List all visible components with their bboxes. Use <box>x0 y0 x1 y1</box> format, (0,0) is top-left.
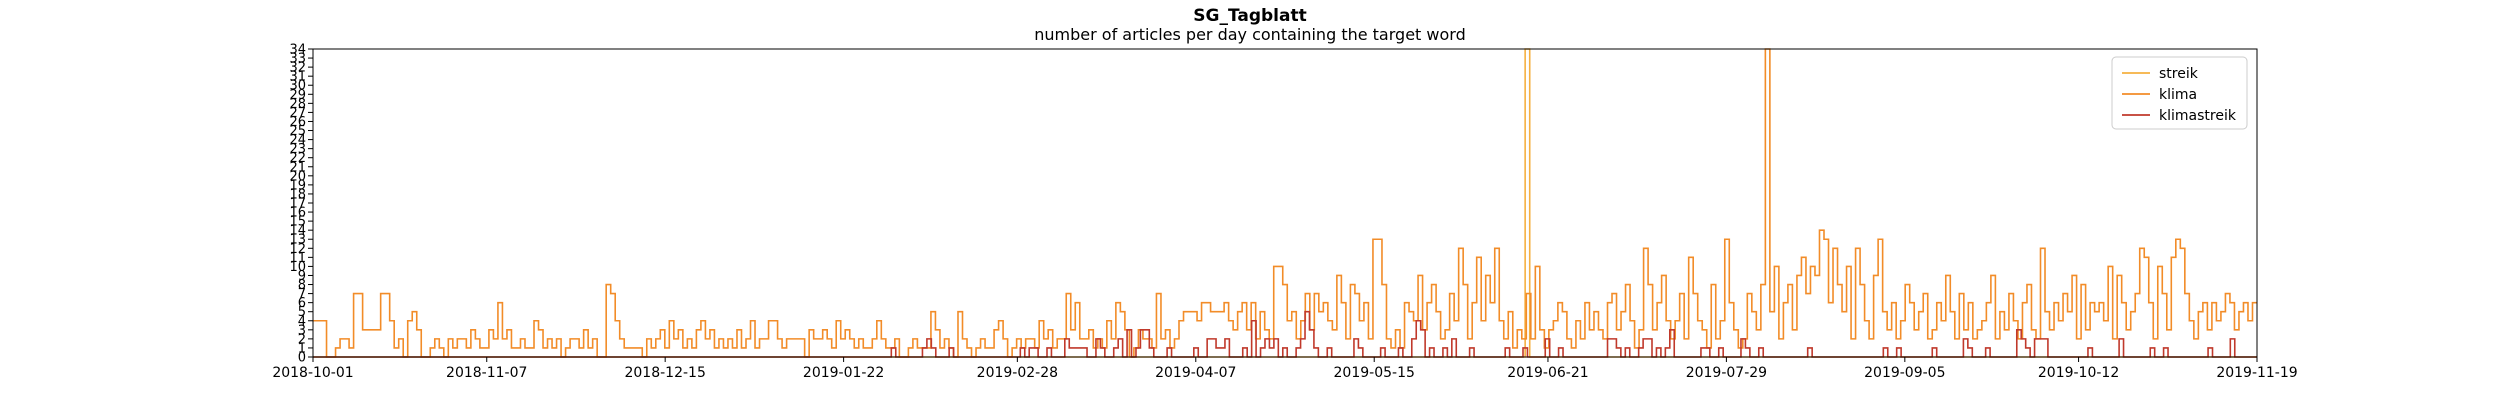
y-tick-label: 32 <box>289 61 306 76</box>
y-tick-label: 15 <box>289 215 306 230</box>
y-tick-label: 8 <box>298 278 306 293</box>
x-tick-label: 2019-06-21 <box>1507 365 1588 381</box>
y-tick-label: 34 <box>289 43 306 58</box>
y-tick-label: 6 <box>298 296 306 311</box>
y-tick-label: 16 <box>289 206 306 221</box>
y-tick-label: 18 <box>289 187 306 202</box>
y-tick-label: 3 <box>298 323 306 338</box>
legend-label-klima: klima <box>2159 87 2197 103</box>
y-tick-label: 28 <box>289 97 306 112</box>
x-tick-label: 2018-10-01 <box>272 365 353 381</box>
y-tick-label: 19 <box>289 178 306 193</box>
legend-label-klimastreik: klimastreik <box>2159 108 2237 124</box>
y-tick-label: 27 <box>289 106 306 121</box>
x-tick-label: 2019-05-15 <box>1334 365 1415 381</box>
chart-subtitle: number of articles per day containing th… <box>1034 25 1465 44</box>
y-tick-label: 25 <box>289 124 306 139</box>
y-tick-label: 1 <box>298 341 306 356</box>
series-line-klima <box>313 48 2257 358</box>
y-tick-label: 11 <box>289 251 306 266</box>
y-tick-label: 0 <box>298 351 306 366</box>
y-tick-label: 21 <box>289 160 306 175</box>
plot-background <box>313 49 2257 357</box>
x-tick-label: 2019-01-22 <box>803 365 884 381</box>
y-tick-label: 2 <box>298 332 306 347</box>
x-tick-label: 2019-07-29 <box>1686 365 1767 381</box>
y-tick-label: 30 <box>289 79 306 94</box>
x-tick-label: 2019-09-05 <box>1864 365 1945 381</box>
x-tick-label: 2019-11-19 <box>2216 365 2297 381</box>
plot-area <box>313 49 2257 357</box>
y-tick-label: 26 <box>289 115 306 130</box>
y-tick-label: 22 <box>289 151 306 166</box>
chart-title: SG_Tagblatt <box>1193 6 1306 26</box>
y-tick-label: 5 <box>298 305 306 320</box>
legend: streik klima klimastreik <box>2111 56 2248 130</box>
y-tick-label: 23 <box>289 142 306 157</box>
axes: 0123456789101112131415161718192021222324… <box>272 43 2297 382</box>
legend-box <box>2111 56 2248 130</box>
y-tick-label: 24 <box>289 133 306 148</box>
y-tick-label: 4 <box>298 314 306 329</box>
y-tick-label: 31 <box>289 70 306 85</box>
x-tick-label: 2019-02-28 <box>977 365 1058 381</box>
y-tick-label: 33 <box>289 52 306 67</box>
y-tick-label: 13 <box>289 233 306 248</box>
y-tick-label: 12 <box>289 242 306 257</box>
x-tick-label: 2019-04-07 <box>1155 365 1236 381</box>
x-tick-label: 2018-12-15 <box>624 365 705 381</box>
y-tick-label: 29 <box>289 88 306 103</box>
y-tick-label: 9 <box>298 269 306 284</box>
y-tick-label: 20 <box>289 169 306 184</box>
y-tick-label: 14 <box>289 224 306 239</box>
y-tick-label: 10 <box>289 260 306 275</box>
x-tick-label: 2018-11-07 <box>446 365 527 381</box>
y-tick-label: 17 <box>289 197 306 212</box>
legend-label-streik: streik <box>2159 66 2199 82</box>
y-tick-label: 7 <box>298 287 306 302</box>
x-tick-label: 2019-10-12 <box>2038 365 2119 381</box>
